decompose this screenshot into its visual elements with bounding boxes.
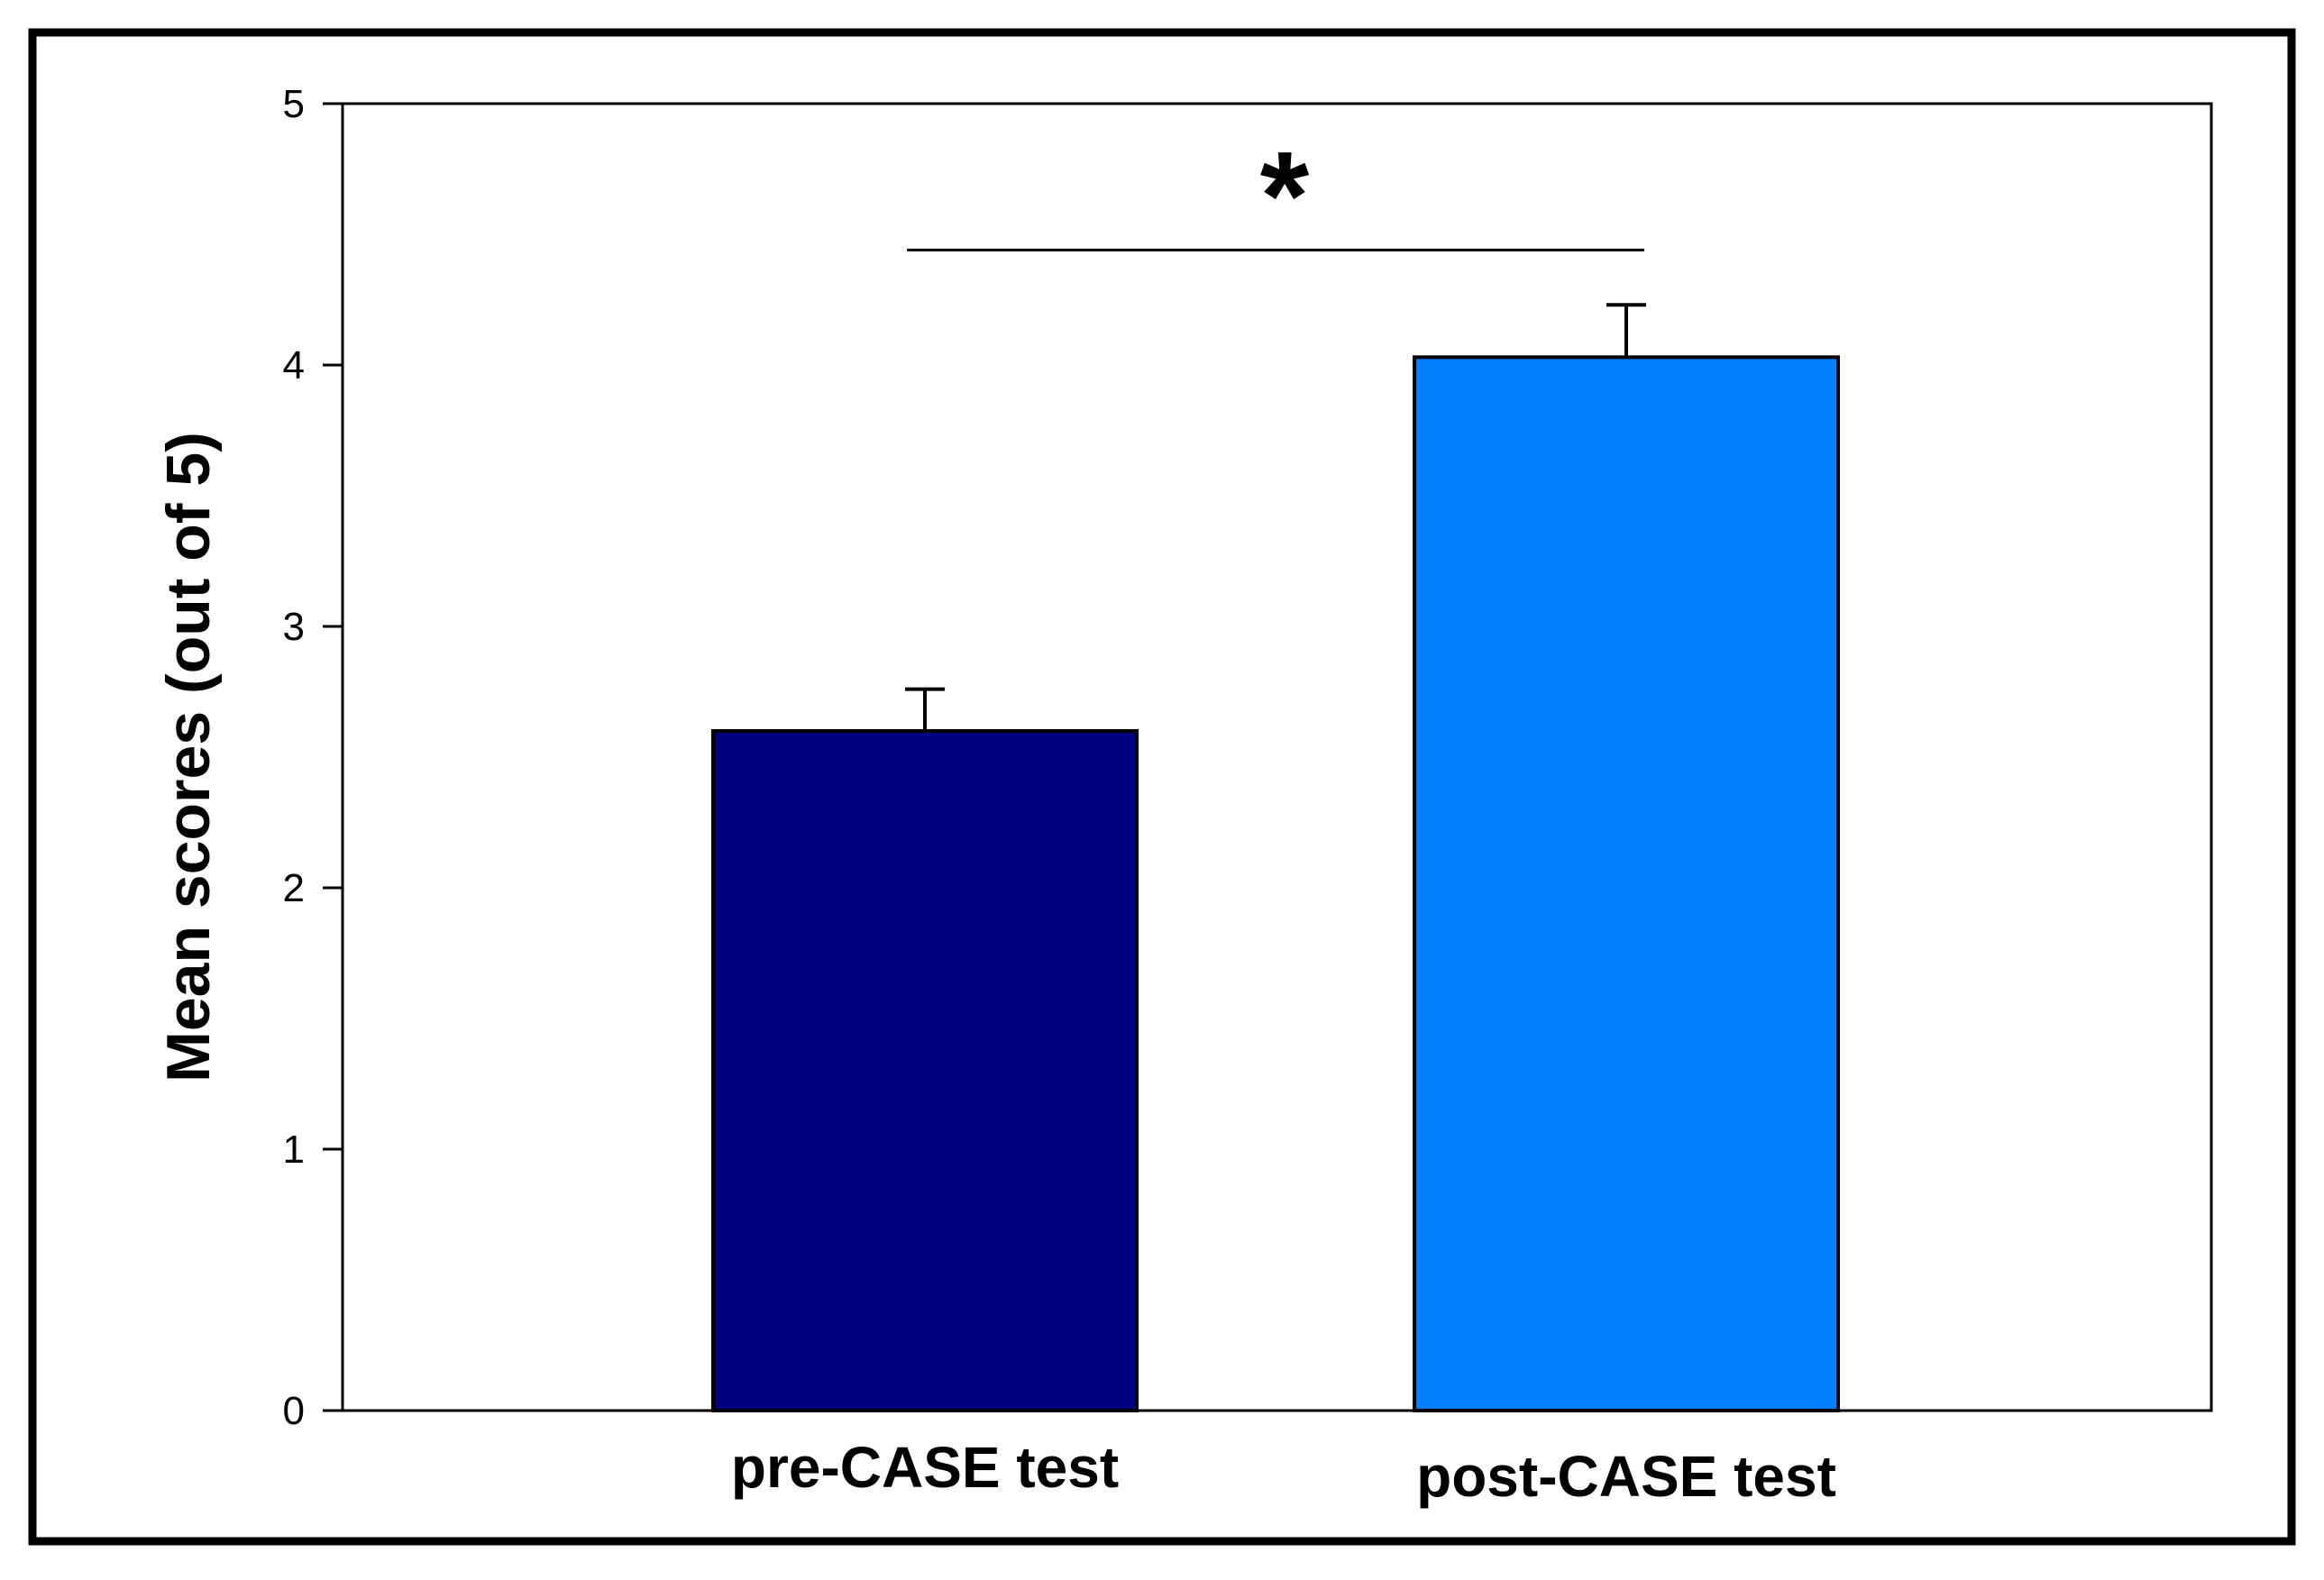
significance-star: * <box>1260 124 1310 266</box>
y-tick-label: 1 <box>283 1128 305 1172</box>
y-tick-label: 3 <box>283 605 305 649</box>
y-tick-label: 0 <box>283 1389 305 1433</box>
y-axis: 0 1 2 3 4 5 <box>283 82 343 1433</box>
x-tick-label: post-CASE test <box>1416 1444 1836 1509</box>
plot-area-frame <box>341 102 2213 1412</box>
bar <box>1413 355 1840 1412</box>
x-tick-label: pre-CASE test <box>731 1435 1119 1500</box>
bar <box>711 729 1139 1412</box>
bars-group <box>711 355 1840 1412</box>
y-tick-label: 2 <box>283 866 305 910</box>
significance-group: * <box>907 124 1644 266</box>
x-axis: pre-CASE test post-CASE test <box>731 1435 1836 1509</box>
error-bars-group <box>905 303 1646 731</box>
y-axis-label: Mean scores (out of 5) <box>154 432 223 1082</box>
outer-border <box>28 28 2296 1546</box>
y-tick-label: 4 <box>283 343 305 388</box>
y-tick-label: 5 <box>283 82 305 126</box>
